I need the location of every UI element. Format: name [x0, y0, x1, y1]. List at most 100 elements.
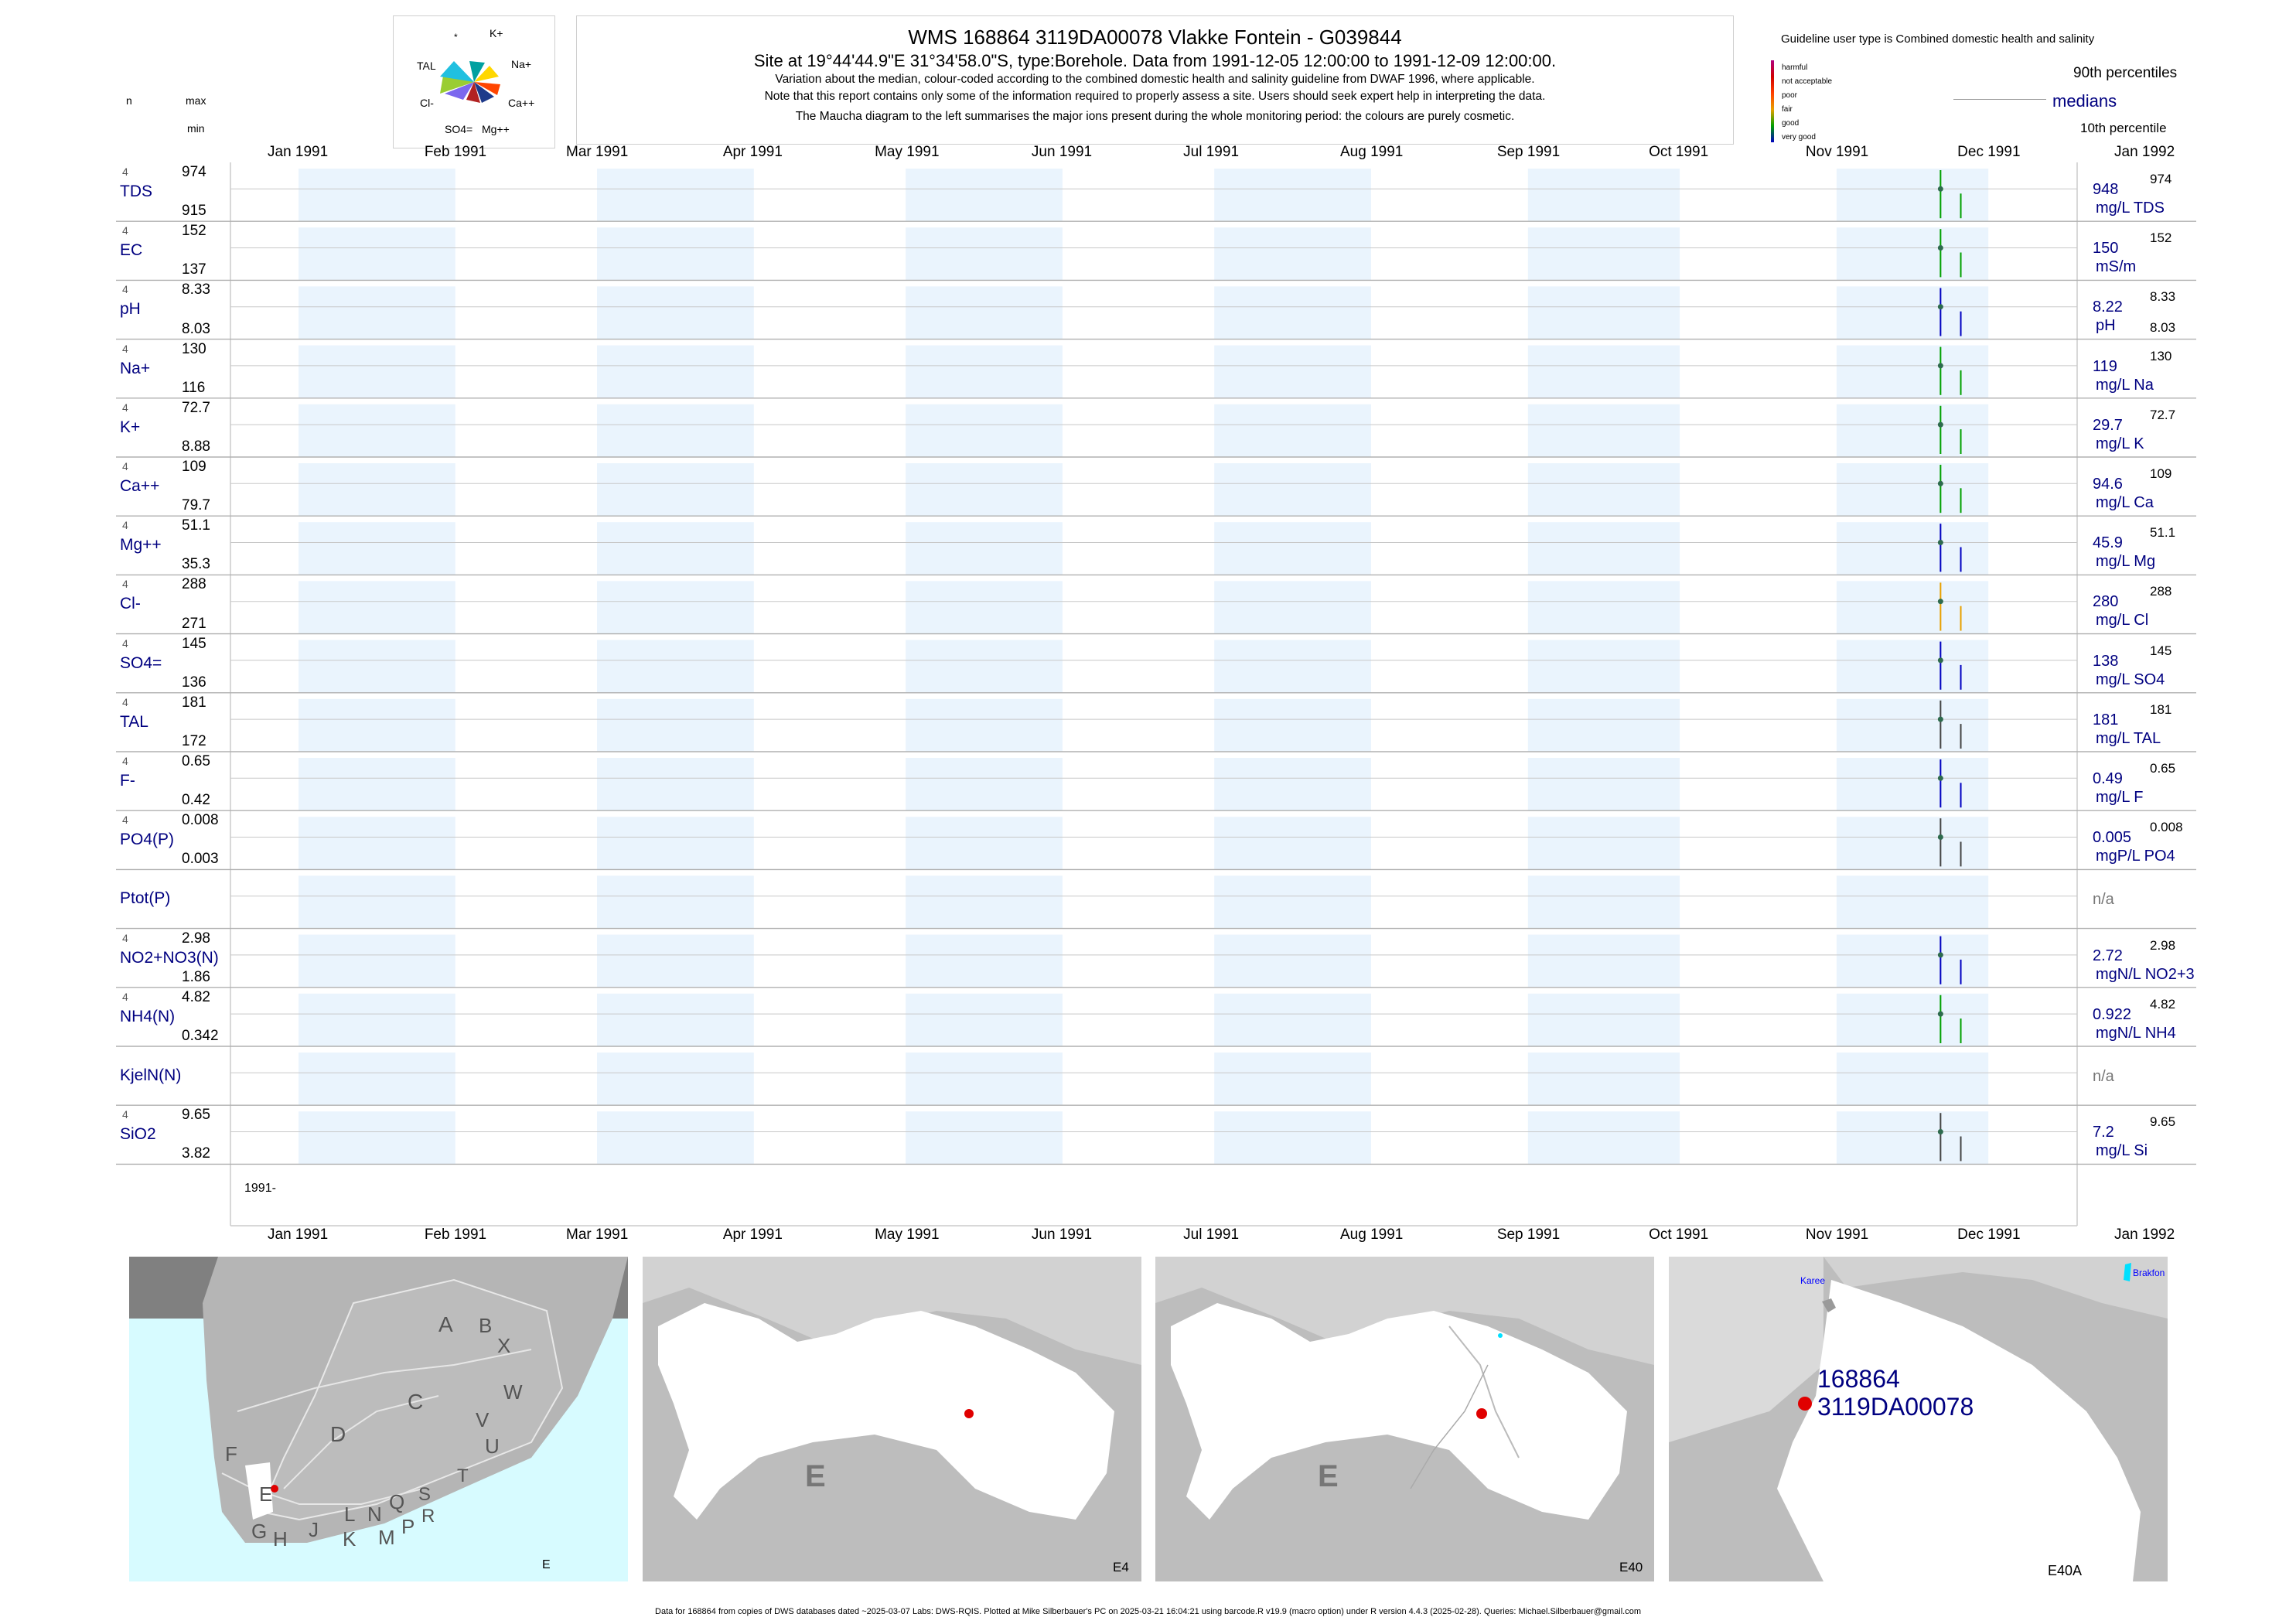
series-name: Mg++ — [120, 536, 162, 554]
month-label-top: Aug 1991 — [1340, 144, 1404, 160]
map2-big-label: E — [805, 1459, 826, 1493]
month-label-bottom: Jan 1992 — [2114, 1227, 2175, 1243]
month-label-bottom: Oct 1991 — [1649, 1227, 1709, 1243]
series-right-max: 0.008 — [2150, 820, 2183, 835]
series-name: K+ — [120, 418, 141, 436]
month-label-top: Feb 1991 — [424, 144, 487, 160]
row-gap — [230, 280, 2077, 287]
map-south-africa: A B X W C V U D F E T G H J L N Q S R K … — [129, 1257, 628, 1581]
series-median: 2.72 — [2093, 947, 2123, 964]
series-min: 0.003 — [182, 851, 219, 868]
data-point — [1937, 244, 1943, 251]
series-unit: mg/L TAL — [2096, 729, 2161, 747]
footer-note: Data for 168864 from copies of DWS datab… — [655, 1607, 1641, 1616]
maucha-label-ca: Ca++ — [508, 97, 535, 109]
map-region-u: U — [485, 1435, 500, 1458]
series-name: SO4= — [120, 653, 162, 672]
month-label-top: Jun 1991 — [1031, 144, 1093, 160]
note-median: Variation about the median, colour-coded… — [775, 73, 1535, 86]
month-label-top: Sep 1991 — [1496, 144, 1561, 160]
data-point — [1937, 539, 1943, 545]
series-right-max: 181 — [2150, 701, 2172, 717]
row-gap — [230, 692, 2077, 699]
series-min: 3.82 — [182, 1145, 210, 1162]
map-region-q: Q — [389, 1490, 405, 1513]
series-n: 4 — [122, 990, 128, 1003]
series-median: 0.005 — [2093, 829, 2132, 847]
series-min: 0.42 — [182, 792, 210, 809]
data-point — [1937, 834, 1943, 840]
maucha-tal — [440, 76, 474, 94]
series-unit: mg/L Si — [2096, 1142, 2148, 1160]
maucha-label-star: * — [454, 32, 458, 43]
month-label-top: Nov 1991 — [1805, 144, 1869, 160]
series-right-max: 4.82 — [2150, 996, 2176, 1012]
series-min: 0.342 — [182, 1028, 219, 1044]
series-min: 35.3 — [182, 556, 210, 573]
map4-label: E40A — [2048, 1563, 2083, 1578]
maucha-label-k: K+ — [490, 27, 503, 39]
month-band — [1527, 162, 1680, 1165]
row-gap — [230, 575, 2077, 582]
month-band — [1836, 162, 1989, 1165]
series-name: PO4(P) — [120, 831, 175, 849]
map2-label: E4 — [1113, 1560, 1129, 1575]
series-max: 109 — [182, 459, 206, 475]
map-region-e: E — [259, 1482, 273, 1506]
series-unit: mg/L Cl — [2096, 612, 2149, 629]
month-label-bottom: Feb 1991 — [424, 1227, 487, 1243]
series-name: Cl- — [120, 595, 141, 613]
data-point — [1937, 421, 1943, 428]
month-label-bottom: Sep 1991 — [1496, 1227, 1561, 1243]
series-min: 1.86 — [182, 968, 210, 985]
series-name: SiO2 — [120, 1125, 156, 1144]
map4-site-code: 3119DA00078 — [1817, 1393, 1974, 1421]
legend-medians: medians — [2052, 91, 2117, 111]
maucha-mg — [474, 82, 494, 103]
series-min: 915 — [182, 203, 206, 220]
month-label-bottom: Dec 1991 — [1957, 1227, 2021, 1243]
year-label: 1991- — [244, 1182, 276, 1195]
series-min: 271 — [182, 615, 206, 632]
guideline-class-not-acceptable: not acceptable — [1782, 77, 1833, 86]
series-median-na: n/a — [2093, 1068, 2114, 1085]
series-right-max: 9.65 — [2150, 1114, 2176, 1130]
chart-labels: Jan 1991 Jan 1991 Feb 1991 Feb 1991 Mar 1991… — [120, 144, 2195, 1243]
maucha-star — [440, 61, 474, 82]
series-median: 150 — [2093, 240, 2119, 258]
series-median: 0.922 — [2093, 1005, 2132, 1023]
data-point — [1937, 186, 1943, 192]
series-n: 4 — [122, 814, 128, 827]
row-gap — [230, 752, 2077, 758]
series-max: 145 — [182, 635, 206, 652]
series-median: 94.6 — [2093, 476, 2123, 493]
legend-median-line — [1953, 99, 2046, 100]
series-max: 288 — [182, 576, 206, 593]
series-median: 8.22 — [2093, 299, 2123, 316]
row-gap — [230, 869, 2077, 876]
series-max: 8.33 — [182, 281, 210, 299]
guideline-class-very-good: very good — [1782, 133, 1816, 142]
map-region-f: F — [225, 1442, 237, 1465]
map3-big-label: E — [1318, 1459, 1339, 1493]
series-unit: mg/L Mg — [2096, 553, 2156, 571]
maucha-so4 — [466, 82, 480, 103]
series-name: KjelN(N) — [120, 1066, 182, 1084]
series-name: Na+ — [120, 359, 151, 377]
series-max: 0.65 — [182, 753, 210, 769]
maucha-diagram: * K+ TAL Na+ Cl- Ca++ SO4= Mg++ — [393, 15, 555, 148]
month-label-bottom: Jul 1991 — [1183, 1227, 1240, 1243]
maucha-svg — [440, 61, 500, 103]
series-min: 79.7 — [182, 497, 210, 514]
month-band — [597, 162, 754, 1165]
map-region-c: C — [408, 1390, 424, 1414]
series-n: 4 — [122, 695, 128, 708]
month-label-top: Jan 1992 — [2114, 144, 2175, 160]
map-region-v: V — [476, 1408, 490, 1431]
series-name: NH4(N) — [120, 1007, 176, 1025]
map-region-l: L — [344, 1503, 356, 1526]
row-gap — [230, 1105, 2077, 1112]
series-n: 4 — [122, 578, 128, 591]
map-e40a-svg — [1669, 1257, 2168, 1581]
series-median: 7.2 — [2093, 1124, 2114, 1141]
